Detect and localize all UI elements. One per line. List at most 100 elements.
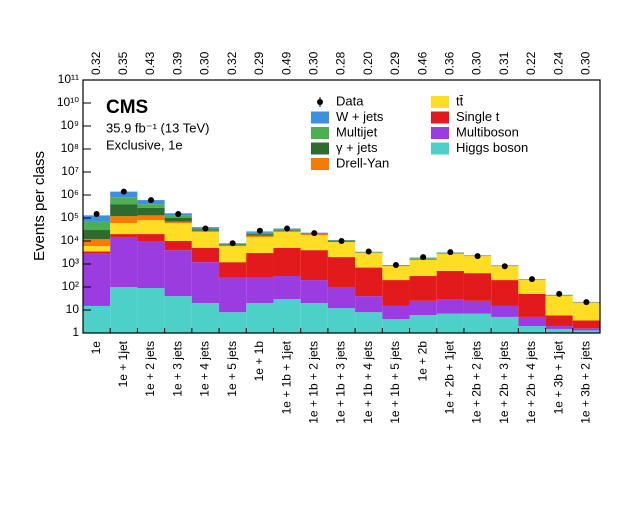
bar-segment bbox=[355, 312, 383, 333]
bar-segment bbox=[463, 313, 492, 333]
bar-segment bbox=[219, 246, 247, 263]
bar-segment bbox=[572, 328, 600, 331]
y-tick-label: 10⁴ bbox=[60, 233, 79, 247]
bar-segment bbox=[137, 241, 165, 289]
bar-segment bbox=[164, 223, 192, 241]
y-tick-label: 1 bbox=[72, 325, 79, 339]
bar-segment bbox=[545, 295, 573, 316]
bar-segment bbox=[110, 236, 138, 287]
legend-label: tt̄ bbox=[456, 93, 464, 108]
data-point bbox=[202, 225, 209, 232]
y-tick-label: 10⁷ bbox=[61, 164, 79, 178]
x-tick-label: 1e + 1b bbox=[252, 341, 266, 382]
top-label: 0.22 bbox=[524, 51, 538, 75]
bar-segment bbox=[572, 320, 600, 329]
data-point bbox=[148, 197, 155, 204]
legend-swatch bbox=[431, 127, 449, 139]
data-point bbox=[583, 299, 590, 306]
bar-segment bbox=[436, 313, 464, 333]
y-tick-label: 10 bbox=[66, 302, 80, 316]
x-tick-label: 1e + 3b + 2 jets bbox=[579, 341, 593, 424]
y-tick-label: 10⁵ bbox=[61, 210, 79, 224]
bar-segment bbox=[382, 266, 410, 281]
bar-segment bbox=[164, 241, 192, 251]
y-tick-label: 10⁶ bbox=[61, 187, 79, 201]
x-tick-label: 1e + 1b + 1jet bbox=[279, 340, 293, 414]
legend-label: Drell-Yan bbox=[336, 155, 389, 170]
bar-segment bbox=[518, 316, 546, 327]
bar-segment bbox=[110, 216, 138, 224]
bar-segment bbox=[191, 247, 220, 263]
bar-segment bbox=[110, 223, 138, 235]
legend-swatch bbox=[431, 142, 449, 155]
top-label: 0.30 bbox=[306, 51, 320, 75]
bar-segment bbox=[219, 312, 247, 333]
experiment: CMS bbox=[106, 97, 148, 118]
bar-segment bbox=[246, 253, 274, 278]
x-tick-label: 1e + 1b + 5 jets bbox=[388, 341, 402, 424]
bar-segment bbox=[137, 207, 165, 216]
bar-segment bbox=[110, 287, 138, 333]
bar-segment bbox=[518, 280, 546, 294]
bar-segment bbox=[246, 236, 274, 254]
y-tick-label: 10⁹ bbox=[61, 118, 80, 132]
data-point bbox=[420, 254, 427, 261]
bar-segment bbox=[382, 305, 410, 320]
data-point bbox=[447, 249, 454, 256]
bar-segment bbox=[191, 231, 220, 248]
data-point bbox=[311, 230, 318, 237]
bar-segment bbox=[246, 303, 274, 333]
bar-segment bbox=[355, 253, 383, 268]
data-point bbox=[256, 227, 263, 234]
bar-segment bbox=[83, 221, 111, 231]
y-tick-label: 10¹⁰ bbox=[57, 95, 79, 109]
top-label: 0.28 bbox=[334, 51, 348, 75]
bar-segment bbox=[409, 315, 437, 333]
bar-segment bbox=[164, 218, 192, 222]
bar-segment bbox=[137, 234, 165, 241]
bar-segment bbox=[83, 215, 111, 222]
legend-swatch bbox=[311, 142, 329, 155]
bar-segment bbox=[83, 251, 111, 254]
bar-segment bbox=[327, 242, 356, 258]
bar-segment bbox=[409, 259, 437, 277]
bar-segment bbox=[518, 293, 546, 317]
bar-segment bbox=[246, 234, 274, 236]
top-label: 0.20 bbox=[361, 51, 375, 75]
bar-segment bbox=[137, 288, 165, 333]
y-tick-label: 10⁸ bbox=[61, 141, 79, 155]
bar-segment bbox=[219, 277, 247, 313]
x-tick-label: 1e + 1b + 2 jets bbox=[306, 341, 320, 424]
data-point bbox=[556, 290, 563, 297]
data-point bbox=[365, 248, 372, 255]
top-label: 0.39 bbox=[170, 51, 184, 75]
bar-segment bbox=[83, 253, 111, 306]
bar-segment bbox=[382, 280, 410, 306]
bar-segment bbox=[83, 246, 111, 252]
bar-segment bbox=[491, 266, 519, 281]
data-point bbox=[175, 210, 182, 217]
bar-segment bbox=[164, 250, 192, 297]
bar-segment bbox=[110, 197, 138, 205]
bar-segment bbox=[491, 305, 519, 317]
bar-segment bbox=[545, 315, 573, 327]
legend-label: γ + jets bbox=[336, 140, 378, 155]
bar-segment bbox=[300, 280, 328, 304]
data-point bbox=[120, 188, 127, 195]
x-tick-label: 1e bbox=[89, 341, 103, 355]
bar-segment bbox=[382, 319, 410, 333]
legend-swatch bbox=[431, 111, 449, 124]
x-tick-label: 1e + 2b + 2 jets bbox=[470, 341, 484, 424]
x-tick-label: 1e + 2b + 4 jets bbox=[524, 341, 538, 424]
legend-label: Single t bbox=[456, 109, 500, 124]
data-point bbox=[528, 276, 535, 283]
top-label: 0.24 bbox=[551, 51, 565, 75]
top-label: 0.30 bbox=[470, 51, 484, 75]
x-tick-label: 1e + 2b bbox=[415, 341, 429, 382]
top-label: 0.32 bbox=[225, 51, 239, 75]
legend-swatch bbox=[311, 127, 329, 139]
bar-segment bbox=[300, 250, 328, 281]
data-point bbox=[338, 238, 345, 244]
data-point bbox=[392, 262, 399, 269]
